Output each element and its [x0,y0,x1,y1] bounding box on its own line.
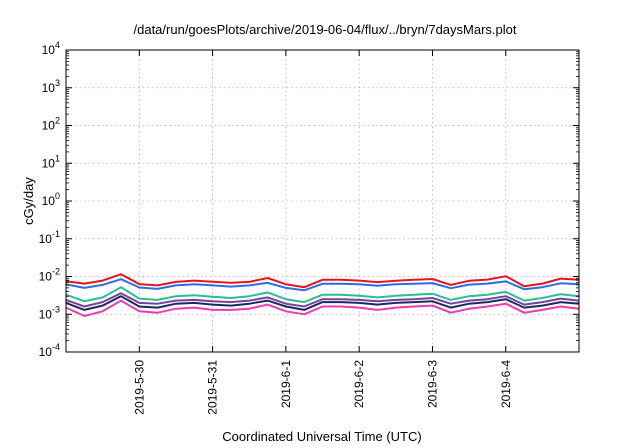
chart-title: /data/run/goesPlots/archive/2019-06-04/f… [134,22,517,37]
y-tick-label: 101 [42,153,60,170]
y-tick-label: 10-1 [39,229,60,246]
grid [66,50,579,352]
y-tick-label: 103 [42,78,60,95]
series-line-3 [65,286,580,304]
y-tick-label: 10-2 [39,267,60,284]
y-tick-label: 104 [42,40,60,57]
x-tick-label: 2019-6-4 [499,360,513,408]
y-tick-label: 100 [42,191,60,208]
series-line-4 [65,292,580,308]
series-line-6 [65,299,580,317]
x-tick-label: 2019-6-3 [425,360,439,408]
series-layer [65,273,580,317]
series-line-5 [65,295,580,311]
x-tick-label: 2019-5-31 [206,360,220,415]
y-tick-label: 10-4 [39,342,60,359]
x-tick-label: 2019-6-1 [279,360,293,408]
x-axis: 2019-5-30 2019-5-31 2019-6-1 2019-6-2 2019-6… [132,50,513,415]
series-line-2 [65,278,580,292]
y-tick-label: 10-3 [39,304,60,321]
y-axis-label: cGy/day [21,177,36,225]
x-axis-label: Coordinated Universal Time (UTC) [222,429,421,444]
x-tick-label: 2019-5-30 [132,360,146,415]
y-axis: 10-4 10-3 10-2 10-1 100 101 102 103 104 [39,40,579,359]
y-tick-label: 102 [42,116,60,133]
x-tick-label: 2019-6-2 [352,360,366,408]
series-line-1 [65,273,580,289]
